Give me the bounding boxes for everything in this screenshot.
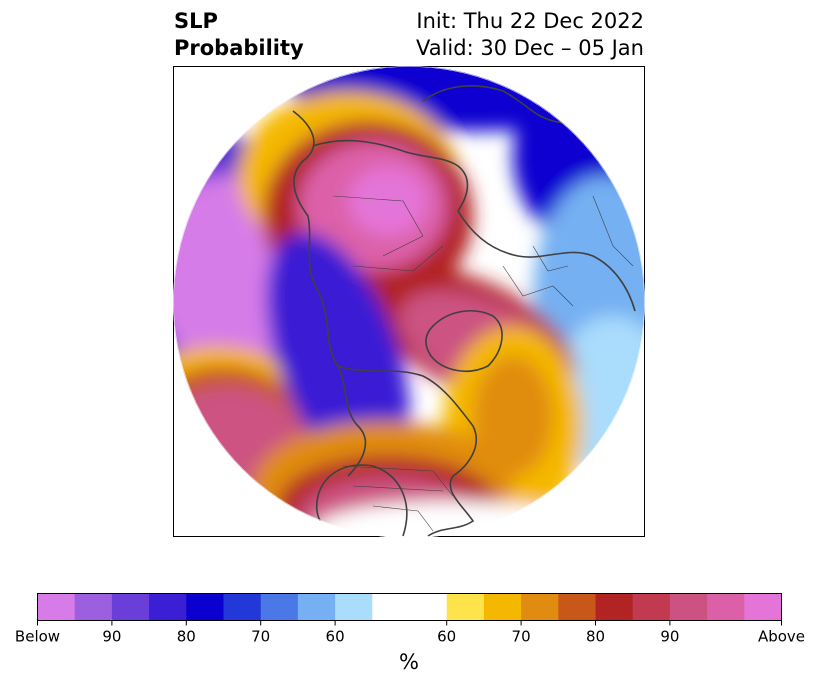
colorbar-tick-label: 70	[251, 628, 270, 646]
colorbar-swatch	[186, 593, 224, 621]
colorbar-swatch	[483, 593, 522, 621]
colorbar-swatch	[297, 593, 336, 621]
colorbar-tick-label: Above	[758, 628, 805, 646]
colorbar-swatch	[521, 593, 559, 621]
colorbar-swatch	[223, 593, 262, 621]
colorbar-swatch	[372, 593, 448, 621]
colorbar-swatch	[632, 593, 671, 621]
title-measure: Probability	[174, 36, 304, 60]
colorbar-swatch	[558, 593, 596, 621]
colorbar-tick-label: 90	[102, 628, 121, 646]
title-valid-range: Valid: 30 Dec – 05 Jan	[415, 36, 644, 60]
colorbar-swatch	[595, 593, 634, 621]
colorbar-swatch	[744, 593, 782, 621]
title-variable: SLP	[174, 9, 218, 33]
colorbar-swatch	[446, 593, 485, 621]
borders	[332, 195, 634, 532]
title-init-date: Init: Thu 22 Dec 2022	[416, 9, 644, 33]
colorbar: Below 90 80 70 60 60 70 80 90 Above %	[15, 593, 805, 674]
colorbar-tick-label: 60	[437, 628, 456, 646]
coastlines	[292, 85, 636, 537]
chart-title-right: Init: Thu 22 Dec 2022 Valid: 30 Dec – 05…	[416, 8, 644, 62]
colorbar-tick-label: 70	[512, 628, 531, 646]
colorbar-ticks: Below 90 80 70 60 60 70 80 90 Above	[15, 620, 805, 646]
colorbar-tick-label: Below	[15, 628, 60, 646]
colorbar-frame	[37, 593, 782, 621]
colorbar-tick-label: 90	[660, 628, 679, 646]
chart-title-left: SLP Probability	[174, 8, 304, 62]
colorbar-tick-label: 80	[177, 628, 196, 646]
probability-map	[173, 66, 645, 537]
colorbar-unit-label: %	[399, 650, 419, 674]
colorbar-swatch	[149, 593, 187, 621]
colorbar-swatch	[37, 593, 76, 621]
colorbar-swatch	[111, 593, 150, 621]
colorbar-swatch	[335, 593, 373, 621]
colorbar-swatch	[74, 593, 113, 621]
colorbar-swatch	[707, 593, 745, 621]
colorbar-swatches	[37, 593, 782, 621]
colorbar-swatch	[260, 593, 299, 621]
colorbar-swatch	[669, 593, 708, 621]
probability-field	[173, 66, 645, 537]
colorbar-tick-label: 80	[586, 628, 605, 646]
colorbar-tick-label: 60	[326, 628, 345, 646]
